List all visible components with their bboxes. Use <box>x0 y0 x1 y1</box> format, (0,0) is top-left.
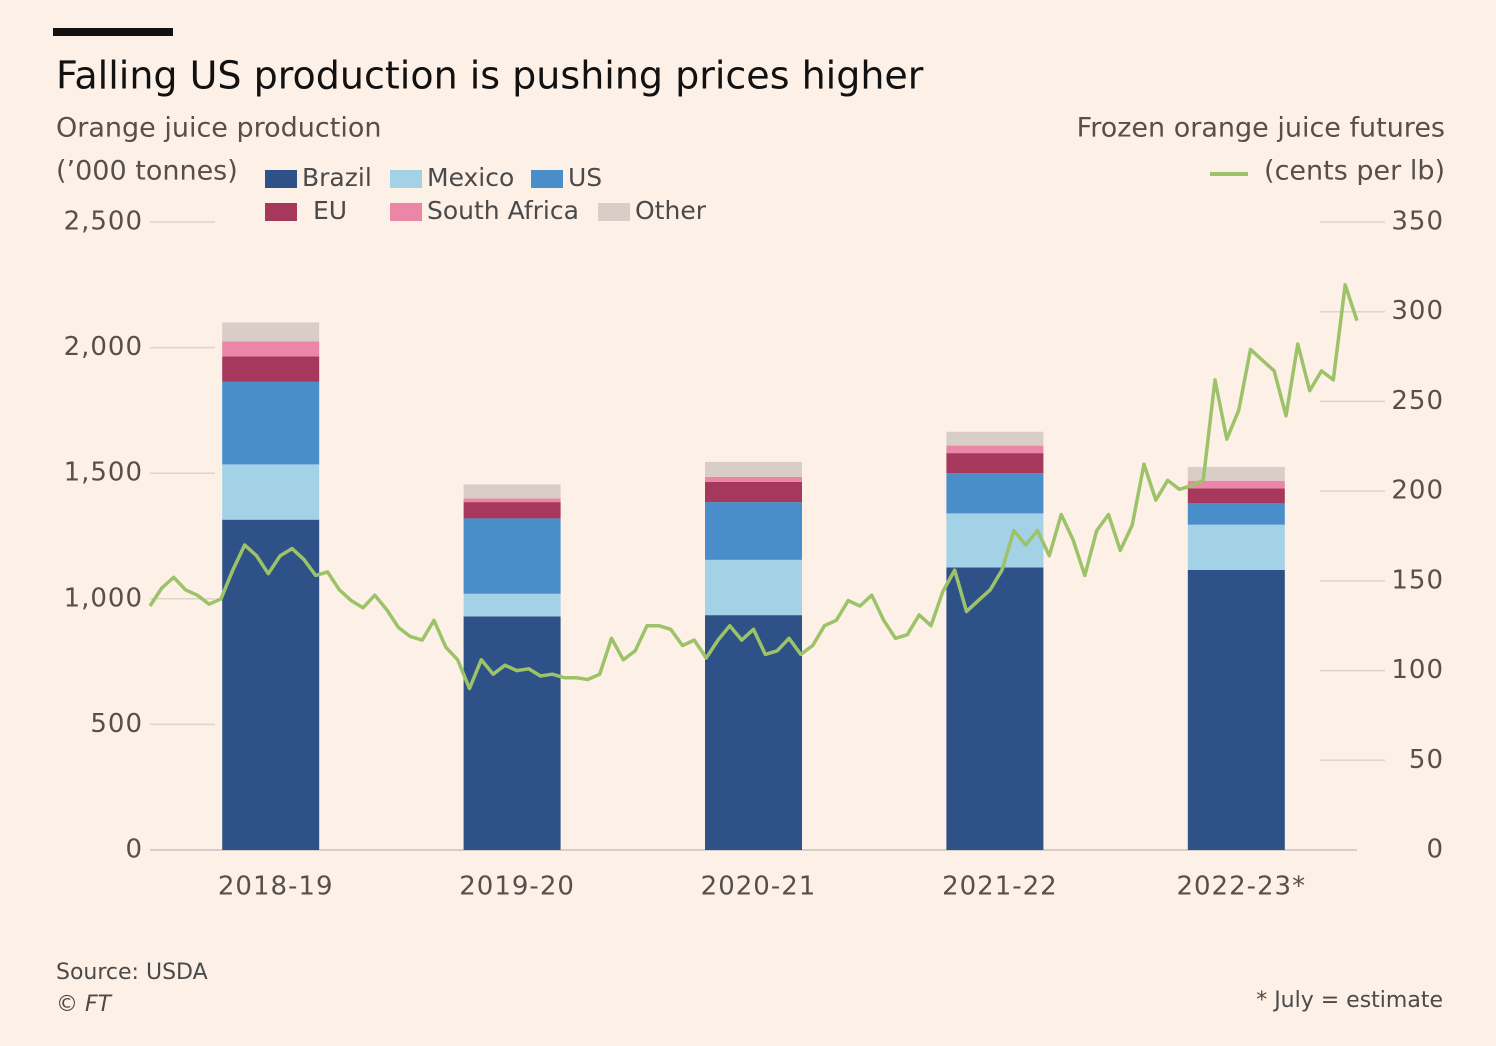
y-tick-label: 1,000 <box>64 583 143 613</box>
legend-swatch <box>598 203 630 221</box>
legend-label: Other <box>635 196 707 225</box>
legend-swatch <box>531 170 563 188</box>
bar-segment <box>463 502 561 519</box>
y2-tick-label: 350 <box>1391 207 1444 237</box>
bar-segment <box>222 381 320 465</box>
bar-segment <box>222 322 320 342</box>
bar-segment <box>1187 524 1285 570</box>
bar-segment <box>463 593 561 617</box>
y2-tick-label: 0 <box>1426 835 1444 865</box>
bar-segment <box>1187 503 1285 525</box>
y2-axis-label: (cents per lb) <box>1264 156 1445 187</box>
bar-segment <box>946 473 1044 514</box>
bar-segment <box>463 498 561 503</box>
y-axis-label: Orange juice production <box>56 113 381 144</box>
bar-segment <box>463 616 561 850</box>
legend-swatch <box>265 203 297 221</box>
y-tick-label: 2,000 <box>64 332 143 362</box>
bar-segment <box>1187 466 1285 481</box>
bar-segment <box>1187 488 1285 504</box>
bar-segment <box>463 518 561 594</box>
y-tick-label: 2,500 <box>64 207 143 237</box>
bar-segment <box>1187 480 1285 489</box>
bar-segment <box>1187 569 1285 850</box>
bar-segment <box>222 341 320 357</box>
legend-label: EU <box>313 196 347 225</box>
bar-segment <box>946 431 1044 446</box>
bar-segment <box>705 476 802 482</box>
x-tick-label: 2022-23* <box>1176 872 1306 902</box>
x-tick-label: 2021-22 <box>942 872 1058 902</box>
price-line <box>148 283 1359 691</box>
y-tick-label: 0 <box>125 835 143 865</box>
bar-segment <box>463 484 561 499</box>
bar-segment <box>946 567 1044 850</box>
bar-segment <box>705 615 802 850</box>
x-tick-label: 2020-21 <box>701 872 817 902</box>
source: Source: USDA <box>56 960 208 985</box>
bar-segment <box>222 519 320 850</box>
footnote: * July = estimate <box>1256 988 1443 1013</box>
y-axis-label: (’000 tonnes) <box>56 156 238 187</box>
y2-tick-label: 250 <box>1391 386 1444 416</box>
y2-tick-label: 200 <box>1391 476 1444 506</box>
bar-segment <box>222 356 320 382</box>
bar-segment <box>946 453 1044 474</box>
y2-axis-label: Frozen orange juice futures <box>1077 113 1445 144</box>
y2-tick-label: 50 <box>1409 745 1444 775</box>
bar-segment <box>705 559 802 616</box>
x-tick-label: 2019-20 <box>459 872 575 902</box>
legend-swatch <box>265 170 297 188</box>
legend-label: US <box>568 163 602 192</box>
y-tick-label: 500 <box>90 709 143 739</box>
bar-segment <box>222 464 320 520</box>
y2-tick-label: 150 <box>1391 565 1444 595</box>
credit: © FT <box>56 992 113 1017</box>
x-tick-label: 2018-19 <box>218 872 334 902</box>
header-rule <box>53 28 173 36</box>
y2-tick-label: 100 <box>1391 655 1444 685</box>
chart-title: Falling US production is pushing prices … <box>56 54 924 98</box>
bar-segment <box>946 445 1044 454</box>
bar-segment <box>705 502 802 560</box>
legend-label: Mexico <box>427 163 514 192</box>
y2-tick-label: 300 <box>1391 296 1444 326</box>
y-tick-label: 1,500 <box>64 458 143 488</box>
bar-segment <box>705 461 802 477</box>
bar-segment <box>705 481 802 503</box>
legend-swatch <box>390 203 422 221</box>
legend-swatch <box>390 170 422 188</box>
legend-label: Brazil <box>302 163 372 192</box>
legend-label: South Africa <box>427 196 579 225</box>
